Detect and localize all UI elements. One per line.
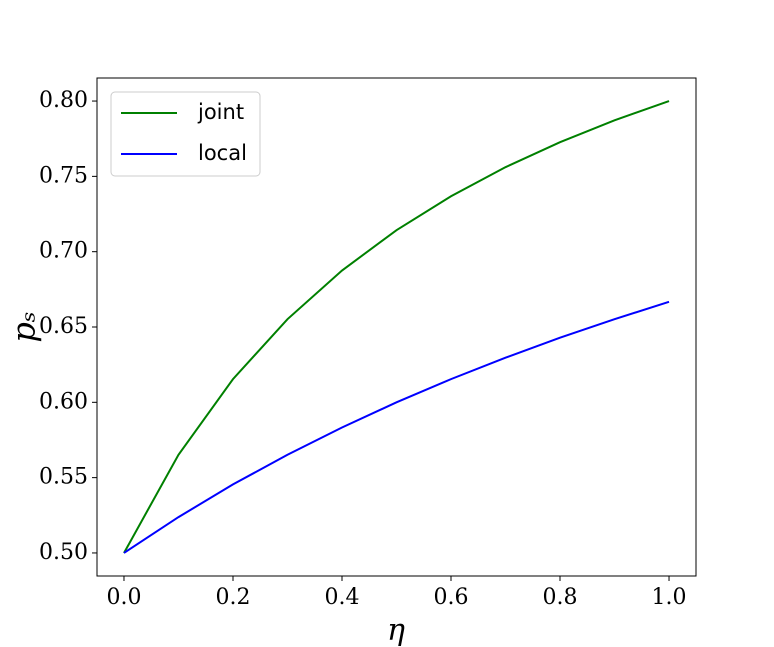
x-tick-label: 0.8 (543, 585, 578, 610)
x-axis-label: η (387, 613, 405, 647)
y-tick-label: 0.70 (39, 239, 88, 264)
legend-label: local (198, 141, 247, 165)
y-axis-label: pₛ (5, 311, 43, 342)
line-series (123, 100, 670, 554)
x-tick-label: 1.0 (652, 585, 687, 610)
y-tick-label: 0.65 (39, 314, 88, 339)
y-tick-label: 0.55 (39, 465, 88, 490)
x-tick-label: 0.6 (434, 585, 469, 610)
line-series (123, 300, 670, 554)
y-tick-label: 0.60 (39, 389, 88, 414)
legend-label: joint (197, 100, 244, 124)
y-tick-label: 0.75 (39, 163, 88, 188)
x-tick-label: 0.2 (215, 585, 250, 610)
y-tick-label: 0.80 (39, 88, 88, 113)
x-tick-label: 0.0 (106, 585, 141, 610)
y-tick-label: 0.50 (39, 540, 88, 565)
x-tick-label: 0.4 (324, 585, 359, 610)
